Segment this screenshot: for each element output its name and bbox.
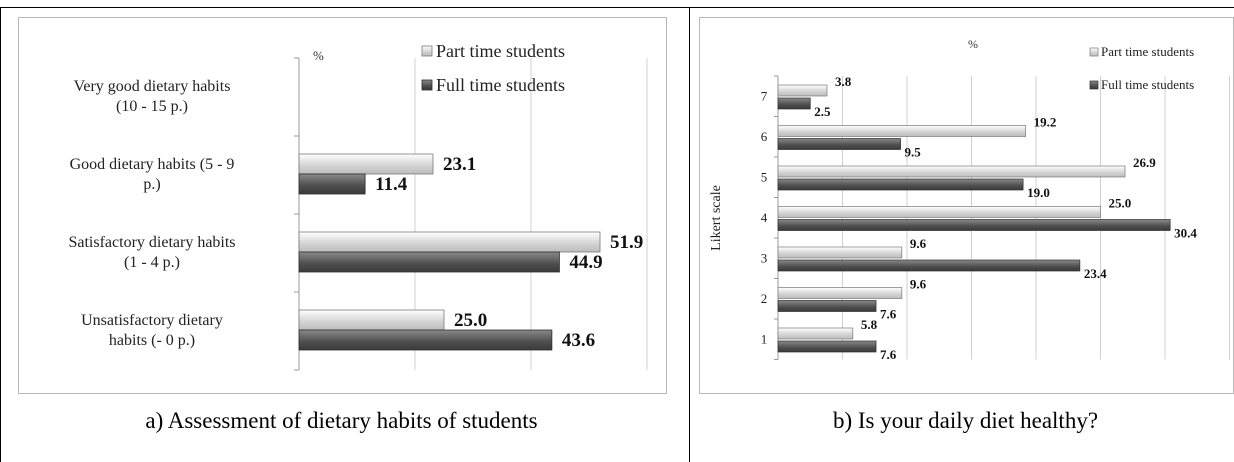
legend-label: Full time students xyxy=(436,75,565,95)
caption-a: a) Assessment of dietary habits of stude… xyxy=(145,408,538,433)
data-label: 9.6 xyxy=(910,236,927,251)
category-label-line: Satisfactory dietary habits xyxy=(68,234,235,251)
data-label: 3.8 xyxy=(835,74,852,89)
chart-panel-a: % Very good dietary habits (10 - 15 p.) Goo… xyxy=(18,17,667,394)
category-label: Very good dietary habits (10 - 15 p.) xyxy=(74,78,231,115)
category-label: 5 xyxy=(761,169,768,184)
category-label: Unsatisfactory dietary habits (- 0 p.) xyxy=(81,312,223,349)
table-rule-top xyxy=(0,7,1234,8)
bar-part-time xyxy=(298,153,434,175)
bar-full-time xyxy=(298,173,366,195)
bar-full-time xyxy=(777,340,877,353)
data-label: 25.0 xyxy=(454,310,487,331)
chart-a: % Very good dietary habits (10 - 15 p.) Goo… xyxy=(68,41,648,371)
category-label: 1 xyxy=(761,331,768,346)
category-label-line: habits (- 0 p.) xyxy=(109,332,195,349)
chart-panel-b: % Likert scale 7 6 5 4 3 2 1 3.8 19.2 26.9 25.0 9.6 9.… xyxy=(699,17,1234,394)
chart-b: % Likert scale 7 6 5 4 3 2 1 3.8 19.2 26.9 25.0 9.6 9.… xyxy=(709,37,1230,362)
category-label: 6 xyxy=(761,129,768,144)
data-label: 11.4 xyxy=(375,174,408,195)
y-axis-title: Likert scale xyxy=(709,185,724,251)
table-rule-left xyxy=(0,7,1,462)
bar-full-time xyxy=(777,97,811,110)
category-label: Good dietary habits (5 - 9 p.) xyxy=(70,156,235,193)
data-label: 23.1 xyxy=(443,154,476,175)
bar-part-time xyxy=(777,246,903,259)
bar-full-time xyxy=(777,219,1171,231)
data-label: 5.8 xyxy=(861,317,878,332)
category-label-line: (10 - 15 p.) xyxy=(116,98,188,115)
category-label: 3 xyxy=(761,250,768,265)
data-label: 19.2 xyxy=(1034,115,1057,130)
data-label: 2.5 xyxy=(814,104,831,119)
data-label: 43.6 xyxy=(562,330,595,351)
data-label: 51.9 xyxy=(610,232,643,253)
data-label: 7.6 xyxy=(880,307,897,322)
axis-unit-label: % xyxy=(313,48,324,63)
data-label: 9.5 xyxy=(905,145,922,160)
bar-part-time xyxy=(777,125,1027,137)
data-label: 25.0 xyxy=(1109,196,1132,211)
category-label: 4 xyxy=(761,210,768,225)
data-label: 23.4 xyxy=(1084,266,1107,281)
category-label-line: Unsatisfactory dietary xyxy=(81,312,223,329)
caption-b: b) Is your daily diet healthy? xyxy=(832,408,1099,433)
legend-swatch xyxy=(421,45,433,57)
legend-swatch xyxy=(1089,80,1099,90)
category-label-line: (1 - 4 p.) xyxy=(124,254,180,271)
bar-full-time xyxy=(777,300,877,312)
category-label: 2 xyxy=(761,291,768,306)
category-label-line: Good dietary habits (5 - 9 xyxy=(70,156,235,173)
bar-part-time xyxy=(777,327,854,340)
bar-full-time xyxy=(777,138,901,150)
bar-part-time xyxy=(777,287,903,299)
legend-label: Full time students xyxy=(1101,77,1194,92)
legend-label: Part time students xyxy=(436,41,565,61)
data-label: 9.6 xyxy=(910,277,927,292)
data-label: 30.4 xyxy=(1174,226,1197,241)
bar-part-time xyxy=(777,165,1126,178)
bar-part-time xyxy=(777,206,1101,218)
bar-full-time xyxy=(777,259,1081,272)
category-label-line: p.) xyxy=(143,176,160,193)
data-label: 44.9 xyxy=(569,252,602,273)
data-label: 19.0 xyxy=(1027,185,1050,200)
category-label-line: Very good dietary habits xyxy=(74,78,231,95)
axis-unit-label: % xyxy=(968,37,978,51)
category-label: Satisfactory dietary habits (1 - 4 p.) xyxy=(68,234,235,271)
legend-swatch xyxy=(1089,47,1099,57)
bar-part-time xyxy=(298,309,445,331)
bar-full-time xyxy=(298,329,553,351)
table-rule-middle xyxy=(689,7,690,462)
bar-full-time xyxy=(298,251,560,273)
bar-part-time xyxy=(777,84,828,97)
data-label: 26.9 xyxy=(1133,155,1156,170)
legend-label: Part time students xyxy=(1101,44,1194,59)
legend-swatch xyxy=(421,79,433,91)
bar-full-time xyxy=(777,178,1024,191)
bar-part-time xyxy=(298,231,601,253)
category-label: 7 xyxy=(761,88,768,103)
data-label: 7.6 xyxy=(880,347,897,362)
